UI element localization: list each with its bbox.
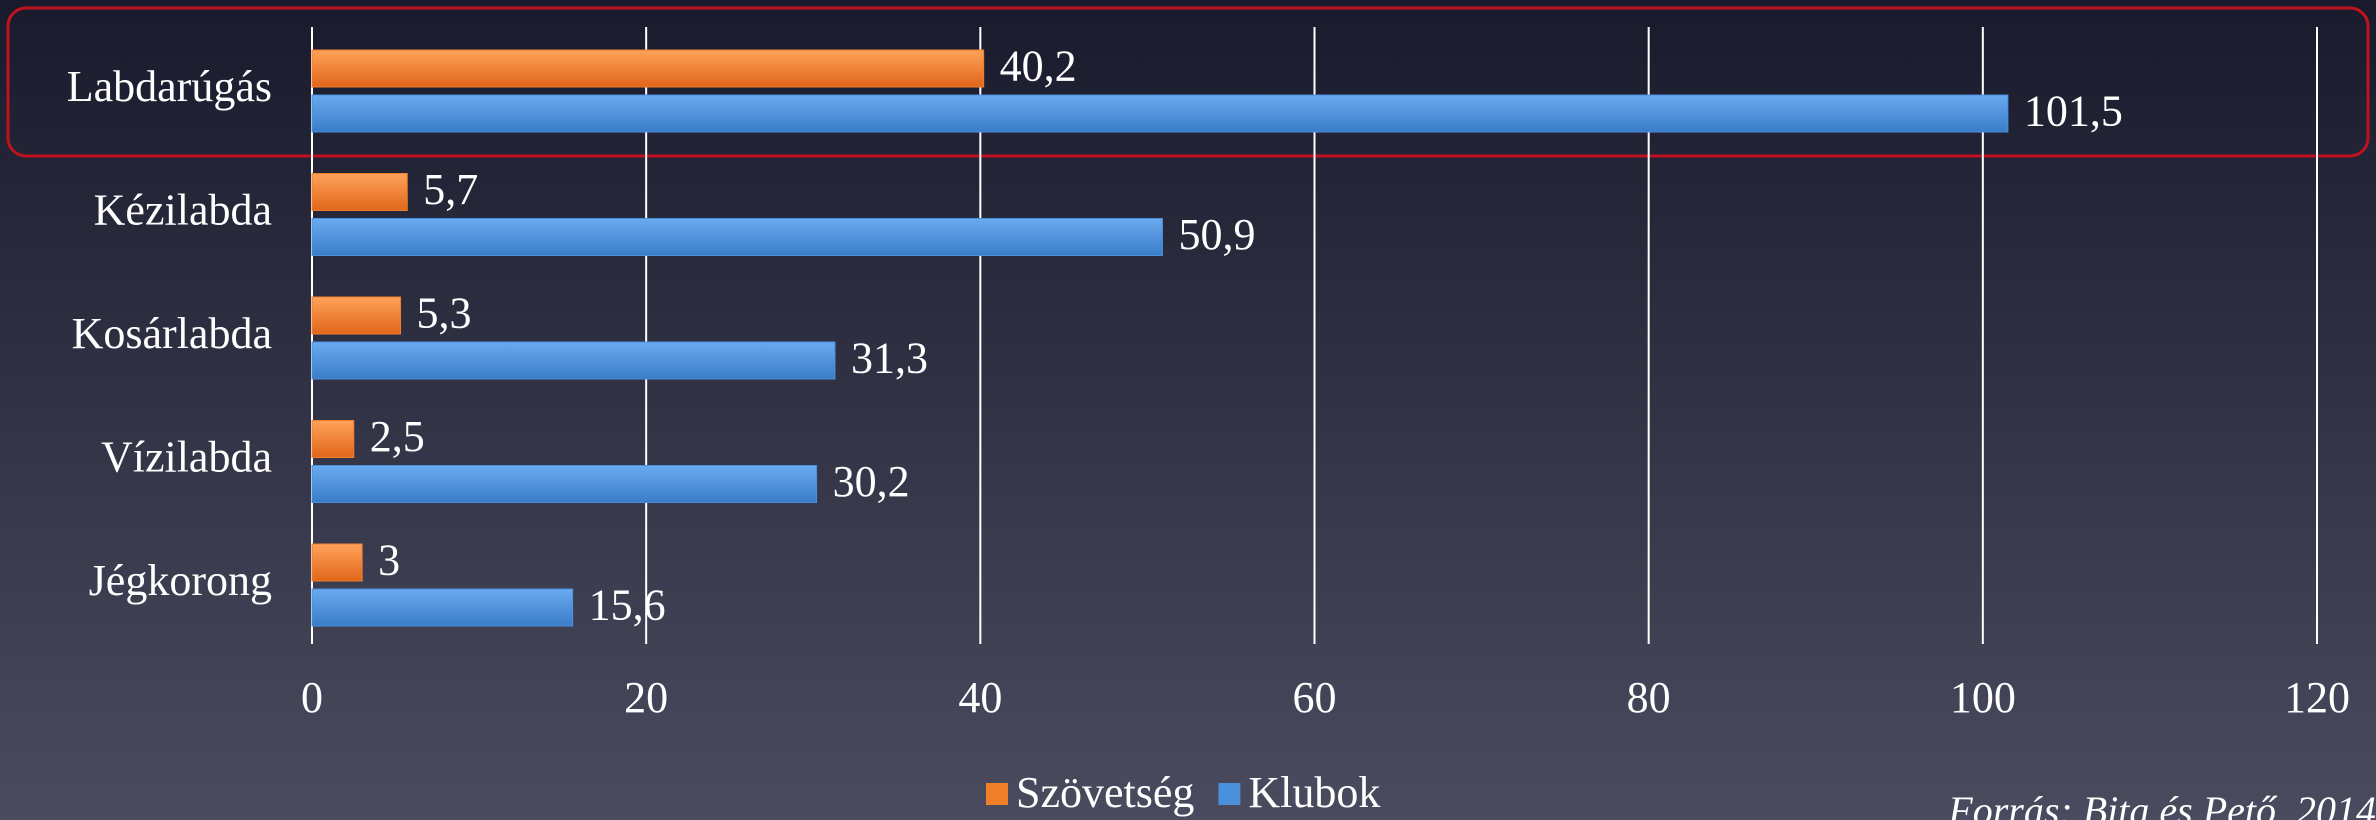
legend-label: Szövetség bbox=[1016, 768, 1194, 817]
y-tick-label: Labdarúgás bbox=[67, 62, 272, 111]
value-label: 5,7 bbox=[423, 165, 478, 214]
x-tick-label: 60 bbox=[1293, 673, 1337, 722]
bar bbox=[311, 49, 985, 88]
x-tick-label: 0 bbox=[301, 673, 323, 722]
value-label: 15,6 bbox=[589, 581, 666, 630]
bar bbox=[311, 543, 363, 582]
legend-swatch bbox=[1218, 783, 1241, 805]
x-tick-label: 80 bbox=[1627, 673, 1671, 722]
highlight-box bbox=[6, 6, 2370, 158]
y-tick-label: Jégkorong bbox=[89, 556, 272, 605]
value-label: 101,5 bbox=[2024, 87, 2123, 136]
value-label: 40,2 bbox=[1000, 42, 1077, 91]
bar bbox=[311, 94, 2009, 133]
y-tick-label: Kézilabda bbox=[94, 186, 272, 235]
bar bbox=[311, 296, 402, 335]
y-tick-label: Kosárlabda bbox=[72, 309, 272, 358]
bar bbox=[311, 465, 818, 503]
legend-label: Klubok bbox=[1248, 768, 1380, 817]
x-tick-label: 120 bbox=[2284, 673, 2350, 722]
value-label: 3 bbox=[378, 536, 400, 585]
value-label: 50,9 bbox=[1178, 210, 1255, 259]
source-note: Forrás: Bita és Pető, 2014 bbox=[1947, 788, 2376, 820]
bar bbox=[311, 420, 355, 458]
x-tick-label: 20 bbox=[624, 673, 668, 722]
y-tick-label: Vízilabda bbox=[101, 433, 272, 482]
x-tick-label: 40 bbox=[958, 673, 1002, 722]
value-label: 31,3 bbox=[851, 334, 928, 383]
legend-swatch bbox=[986, 783, 1008, 805]
bar bbox=[311, 173, 408, 211]
value-label: 30,2 bbox=[833, 457, 910, 506]
bar bbox=[311, 218, 1163, 256]
x-tick-label: 100 bbox=[1950, 673, 2016, 722]
value-label: 5,3 bbox=[417, 289, 472, 338]
bar bbox=[311, 341, 836, 380]
value-label: 2,5 bbox=[370, 412, 425, 461]
bar bbox=[311, 588, 574, 627]
